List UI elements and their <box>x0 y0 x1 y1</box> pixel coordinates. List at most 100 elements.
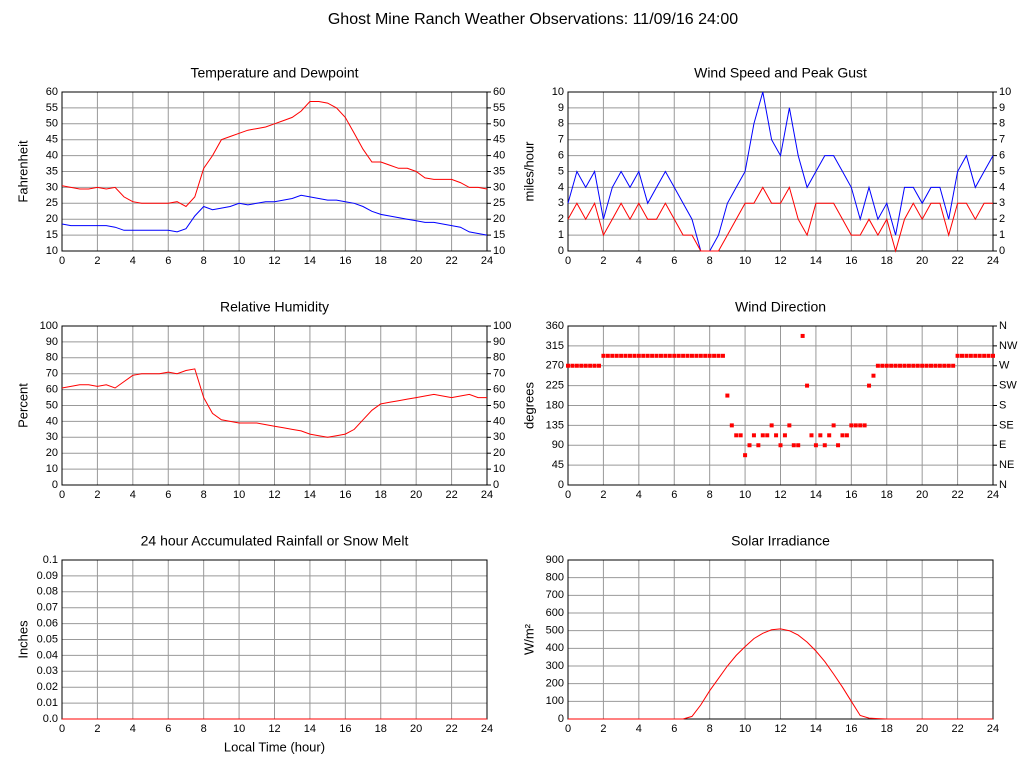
point <box>636 353 641 358</box>
y-tick-label: 300 <box>546 660 564 672</box>
x-tick-label: 0 <box>565 255 571 267</box>
x-tick-label: 22 <box>951 723 963 735</box>
point <box>915 363 920 368</box>
x-tick-label: 8 <box>201 489 207 501</box>
x-tick-label: 22 <box>445 723 457 735</box>
x-tick-label: 2 <box>94 489 100 501</box>
y2-tick-label: 9 <box>999 102 1005 114</box>
point <box>698 353 703 358</box>
point <box>898 363 903 368</box>
y-tick-label: 9 <box>558 102 564 114</box>
y2-tick-label: 30 <box>493 181 505 193</box>
x-tick-label: 24 <box>987 489 999 501</box>
point <box>933 363 938 368</box>
x-tick-label: 8 <box>201 255 207 267</box>
y-tick-label: 900 <box>546 554 564 566</box>
x-tick-label: 2 <box>600 723 606 735</box>
point <box>650 353 655 358</box>
y2-tick-label: 45 <box>493 134 505 146</box>
y2-tick-label: NW <box>999 340 1018 352</box>
plot-frame <box>567 91 994 252</box>
point <box>685 353 690 358</box>
x-tick-label: 4 <box>130 255 136 267</box>
x-tick-label: 10 <box>233 723 245 735</box>
y2-tick-label: 3 <box>999 197 1005 209</box>
y-tick-label: 0 <box>52 479 58 491</box>
x-tick-label: 4 <box>636 489 642 501</box>
point <box>818 433 823 438</box>
y2-tick-label: SW <box>999 380 1017 392</box>
point <box>720 353 725 358</box>
y-tick-label: 100 <box>40 320 58 332</box>
x-tick-label: 16 <box>845 255 857 267</box>
y2-tick-label: NE <box>999 459 1014 471</box>
y2-tick-label: 20 <box>493 213 505 225</box>
y-tick-label: 50 <box>46 118 58 130</box>
y2-tick-label: N <box>999 479 1007 491</box>
x-tick-label: 12 <box>268 255 280 267</box>
point <box>942 363 947 368</box>
point <box>765 433 770 438</box>
x-tick-label: 12 <box>774 489 786 501</box>
y2-tick-label: 10 <box>493 463 505 475</box>
y-tick-label: 0 <box>558 479 564 491</box>
y-tick-label: 0.05 <box>37 633 58 645</box>
y-tick-label: 700 <box>546 589 564 601</box>
x-tick-label: 12 <box>268 489 280 501</box>
point <box>924 363 929 368</box>
point <box>844 433 849 438</box>
y2-tick-label: 60 <box>493 384 505 396</box>
x-tick-label: 18 <box>881 723 893 735</box>
point <box>853 423 858 428</box>
x-tick-label: 22 <box>951 489 963 501</box>
y-tick-label: 60 <box>46 86 58 98</box>
y-tick-label: 200 <box>546 678 564 690</box>
x-tick-label: 14 <box>304 723 316 735</box>
x-tick-label: 18 <box>881 255 893 267</box>
point <box>986 353 991 358</box>
point <box>849 423 854 428</box>
x-tick-label: 20 <box>410 255 422 267</box>
x-tick-label: 20 <box>410 723 422 735</box>
y2-tick-label: 6 <box>999 150 1005 162</box>
chart-title: Temperature and Dewpoint <box>190 65 358 81</box>
x-tick-label: 2 <box>94 255 100 267</box>
y-tick-label: 400 <box>546 642 564 654</box>
y-tick-label: 10 <box>46 245 58 257</box>
x-tick-label: 4 <box>130 723 136 735</box>
y-tick-label: 7 <box>558 134 564 146</box>
point <box>813 443 818 448</box>
y-tick-label: 600 <box>546 607 564 619</box>
x-tick-label: 20 <box>410 489 422 501</box>
y2-tick-label: 60 <box>493 86 505 98</box>
y2-tick-label: N <box>999 320 1007 332</box>
point <box>689 353 694 358</box>
point <box>743 453 748 458</box>
point <box>712 353 717 358</box>
y2-tick-label: 40 <box>493 150 505 162</box>
y-axis-label: W/m² <box>521 623 536 655</box>
point <box>774 433 779 438</box>
point <box>964 353 969 358</box>
point <box>747 443 752 448</box>
y-tick-label: 270 <box>546 360 564 372</box>
x-tick-label: 22 <box>445 255 457 267</box>
point <box>982 353 987 358</box>
y2-tick-label: 4 <box>999 181 1005 193</box>
y2-tick-label: 2 <box>999 213 1005 225</box>
point <box>955 353 960 358</box>
x-tick-label: 12 <box>268 723 280 735</box>
y-tick-label: 0 <box>558 245 564 257</box>
y-tick-label: 0.07 <box>37 602 58 614</box>
point <box>862 423 867 428</box>
point <box>681 353 686 358</box>
x-tick-label: 24 <box>987 255 999 267</box>
point <box>880 363 885 368</box>
page-title: Ghost Mine Ranch Weather Observations: 1… <box>328 11 738 28</box>
y-tick-label: 3 <box>558 197 564 209</box>
point <box>734 433 739 438</box>
x-tick-label: 8 <box>707 489 713 501</box>
point <box>796 443 801 448</box>
y-tick-label: 20 <box>46 447 58 459</box>
y-tick-label: 40 <box>46 150 58 162</box>
